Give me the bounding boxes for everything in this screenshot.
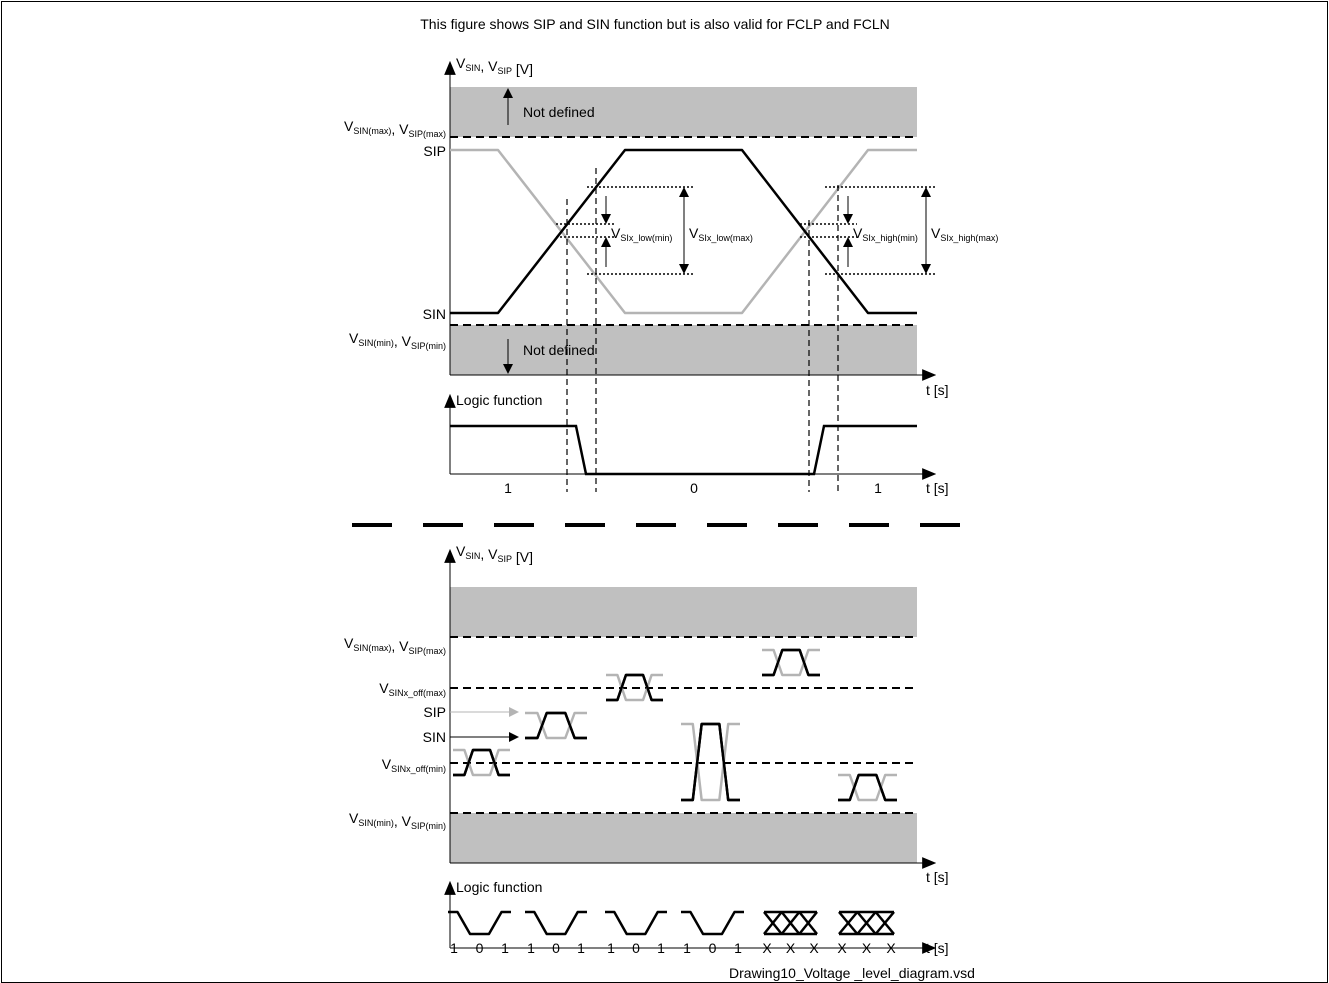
top-vmax-label: VSIN(max), VSIP(max) (344, 118, 446, 139)
pulse-sin-5 (762, 648, 820, 677)
logic-value-label: 1 (450, 940, 458, 956)
pulse-sin-top-2 (525, 711, 587, 740)
logic-value-label: X (837, 940, 847, 956)
pulse-sip-1 (453, 748, 510, 777)
logic-x-cross-b-5-2 (780, 911, 801, 935)
pulse-sip-6 (838, 773, 897, 802)
logic-value-label: 1 (683, 940, 691, 956)
logic-value-label: 0 (632, 940, 640, 956)
pulse-group (453, 648, 897, 802)
off-min-label: VSINx_off(min) (382, 756, 446, 774)
logic-value-label: X (862, 940, 872, 956)
logic-x-cross-b-5-1 (763, 911, 783, 935)
bottom-y-axis-label: VSIN, VSIP [V] (456, 543, 533, 565)
bottom-logic-t-label: t [s] (926, 940, 949, 956)
logic-value-label: 0 (552, 940, 560, 956)
sip-signal (450, 148, 917, 315)
logic-value-0: 0 (690, 480, 698, 496)
top-logic-t-label: t [s] (926, 480, 949, 496)
logic-pulse-4 (681, 910, 744, 936)
bottom-upper-band (450, 587, 917, 637)
figure-title: This figure shows SIP and SIN function b… (420, 16, 890, 32)
pulse-sip-4 (681, 722, 740, 802)
logic-value-label: 1 (734, 940, 742, 956)
bottom-vmin-label: VSIN(min), VSIP(min) (349, 810, 446, 831)
off-max-label: VSINx_off(max) (379, 680, 446, 698)
lower-undefined-band (450, 325, 917, 375)
pulse-sip-2 (525, 711, 587, 740)
bottom-sin-label: SIN (423, 729, 446, 745)
logic-x-cross-b-6-2 (856, 911, 877, 935)
logic-value-1-end: 1 (874, 480, 882, 496)
logic-x-cross-b-6-3 (874, 911, 895, 935)
logic-pulse-2 (525, 910, 587, 936)
logic-x-cross-b-6-1 (838, 911, 859, 935)
logic-x-cross-b-5-3 (798, 911, 818, 935)
logic-value-label: 1 (577, 940, 585, 956)
logic-value-label: 0 (476, 940, 484, 956)
v-six-low-max-label: VSIx_low(max) (689, 225, 753, 243)
pulse-sin-top-5 (762, 648, 820, 677)
not-defined-lower-label: Not defined (523, 342, 595, 358)
logic-value-label: X (809, 940, 819, 956)
bottom-voltage-chart: VSIN, VSIP [V] VSIN(max), VSIP(max) VSIN… (344, 543, 949, 885)
pulse-sip-5 (762, 648, 820, 677)
v-six-low-min-label: VSIx_low(min) (611, 225, 672, 243)
top-t-axis-label: t [s] (926, 382, 949, 398)
not-defined-upper-label: Not defined (523, 104, 595, 120)
source-file-label: Drawing10_Voltage _level_diagram.vsd (729, 965, 975, 981)
bottom-t-axis-label: t [s] (926, 869, 949, 885)
bottom-logic-title: Logic function (456, 879, 542, 895)
top-logic-title: Logic function (456, 392, 542, 408)
top-vmin-label: VSIN(min), VSIP(min) (349, 330, 446, 351)
logic-value-label: 1 (527, 940, 535, 956)
pulse-sip-3 (606, 673, 663, 702)
pulse-sin-6 (838, 773, 897, 802)
logic-value-label: X (886, 940, 896, 956)
v-six-high-max-label: VSIx_high(max) (931, 225, 998, 243)
top-logic-chart: Logic function 1 0 1 t [s] (444, 392, 949, 496)
transition-markers (566, 168, 839, 492)
top-sin-label: SIN (423, 306, 446, 322)
bottom-vmax-label: VSIN(max), VSIP(max) (344, 635, 446, 656)
bottom-lower-band (450, 813, 917, 863)
pulse-sin-2 (525, 711, 587, 740)
top-voltage-chart: VSIN, VSIP [V] VSIN(max), VSIP(max) VSIN… (344, 55, 998, 398)
pulse-sin-top-6 (838, 773, 897, 802)
v-six-high-min-label: VSIx_high(min) (853, 225, 918, 243)
logic-pulse-3 (605, 910, 667, 936)
sin-signal (450, 148, 917, 315)
top-y-axis-label: VSIN, VSIP [V] (456, 55, 533, 77)
logic-value-label: 1 (607, 940, 615, 956)
top-sip-label: SIP (423, 143, 446, 159)
logic-value-label: X (786, 940, 796, 956)
top-logic-signal (450, 424, 917, 476)
bottom-sip-label: SIP (423, 704, 446, 720)
logic-value-label: 0 (709, 940, 717, 956)
logic-value-label: 1 (501, 940, 509, 956)
pulse-sin-top-1 (453, 748, 510, 777)
upper-undefined-band (450, 87, 917, 137)
pulse-sin-top-3 (606, 673, 663, 702)
logic-pulse-1 (448, 910, 511, 936)
logic-value-label: 1 (657, 940, 665, 956)
pulse-sin-top-4 (681, 722, 740, 802)
logic-value-label: X (762, 940, 772, 956)
logic-value-1: 1 (504, 480, 512, 496)
